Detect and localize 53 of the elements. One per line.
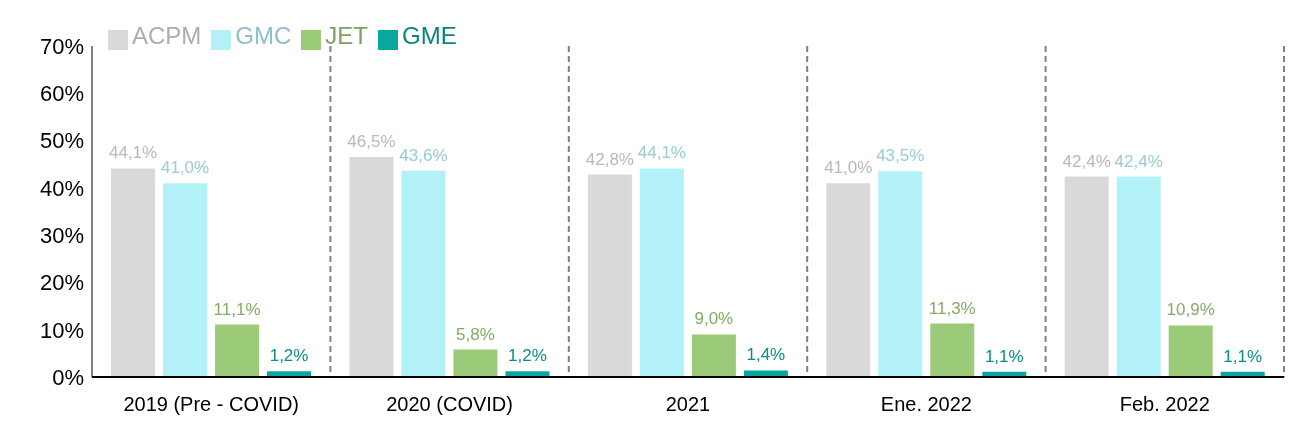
data-label: 41,0% (824, 158, 873, 178)
bar (401, 170, 446, 377)
data-label: 43,5% (876, 146, 925, 166)
y-tick-label: 0% (52, 364, 84, 390)
y-tick-label: 40% (39, 175, 84, 201)
bar (1168, 325, 1213, 377)
bar (587, 174, 632, 377)
data-label: 1,1% (984, 346, 1024, 366)
data-label: 10,9% (1166, 300, 1215, 320)
bar (1064, 176, 1109, 377)
y-tick-label: 30% (39, 222, 84, 248)
data-label: 42,8% (585, 149, 634, 169)
y-tick-label: 50% (39, 128, 84, 154)
bar (826, 183, 871, 377)
bar (215, 324, 260, 377)
data-label: 1,1% (1223, 346, 1263, 366)
bar (349, 157, 394, 377)
bar (453, 349, 498, 377)
data-label: 1,4% (746, 345, 786, 365)
legend-label: ACPM (132, 22, 202, 49)
y-tick-label: 60% (39, 81, 84, 107)
x-tick-label: 2020 (COVID) (386, 393, 513, 416)
bar (878, 171, 923, 377)
data-label: 44,1% (637, 143, 686, 163)
x-tick-label: Feb. 2022 (1119, 393, 1210, 416)
data-label: 9,0% (694, 309, 734, 329)
data-label: 1,2% (508, 346, 547, 366)
bar (930, 323, 975, 377)
data-label: 42,4% (1114, 151, 1163, 171)
data-label: 43,6% (399, 145, 448, 165)
bar (163, 183, 208, 377)
data-label: 44,1% (108, 143, 158, 163)
data-label: 11,3% (928, 298, 976, 318)
legend-label: GMC (235, 22, 292, 49)
data-label: 46,5% (347, 132, 396, 152)
bar (1116, 176, 1161, 377)
y-tick-label: 20% (39, 270, 84, 296)
legend-label: JET (325, 22, 369, 49)
x-tick-label: Ene. 2022 (880, 393, 972, 416)
data-label: 5,8% (456, 324, 495, 344)
legend-label: GME (402, 22, 457, 49)
bar (691, 334, 736, 377)
x-tick-label: 2019 (Pre - COVID) (123, 393, 299, 416)
bar (111, 168, 156, 377)
data-label: 42,4% (1062, 151, 1111, 171)
x-tick-label: 2021 (665, 393, 711, 416)
bar (743, 370, 788, 377)
bar (639, 168, 684, 377)
data-label: 41,0% (160, 158, 210, 178)
data-label: 1,2% (269, 346, 309, 366)
y-tick-label: 70% (39, 33, 84, 59)
y-tick-label: 10% (39, 317, 84, 343)
data-label: 11,1% (213, 299, 261, 319)
